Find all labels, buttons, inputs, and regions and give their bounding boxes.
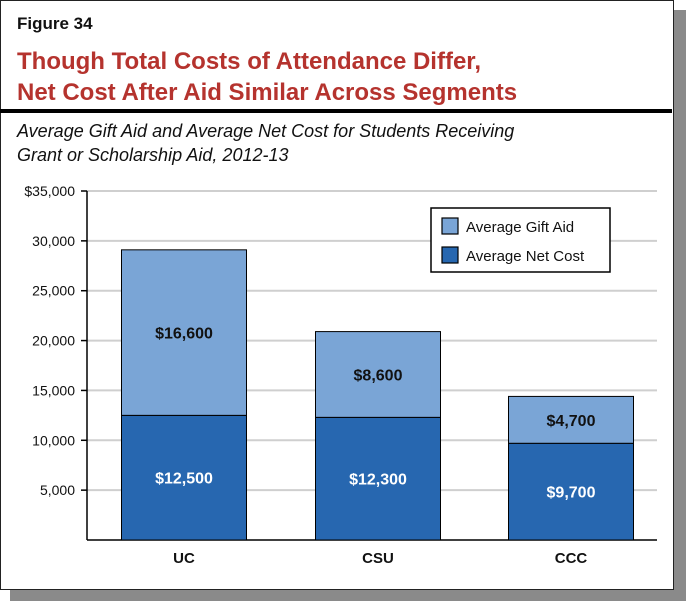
data-label: $12,300 (349, 472, 407, 489)
legend (430, 207, 611, 273)
subtitle-line-2: Grant or Scholarship Aid, 2012-13 (17, 145, 289, 165)
y-tick-label: 25,000 (32, 283, 75, 299)
data-label: $4,700 (547, 413, 596, 430)
y-tick-label: 20,000 (32, 333, 75, 349)
y-tick-label: $35,000 (24, 183, 75, 199)
y-tick-label: 30,000 (32, 233, 75, 249)
title-line-2: Net Cost After Aid Similar Across Segmen… (17, 79, 518, 106)
chart-subtitle: Average Gift Aid and Average Net Cost fo… (17, 119, 514, 167)
legend-label: Average Gift Aid (466, 219, 574, 236)
bar-net-cost (315, 416, 441, 541)
subtitle-line-1: Average Gift Aid and Average Net Cost fo… (17, 121, 515, 141)
bar-net-cost (121, 414, 247, 541)
bar-gift-aid (508, 395, 634, 444)
x-tick-label: CSU (362, 550, 394, 567)
x-tick-label: CCC (555, 550, 588, 567)
y-tick-label: 10,000 (32, 432, 75, 448)
figure-label: Figure 34 (17, 14, 93, 33)
figure-title: Though Total Costs of Attendance Differ,… (17, 46, 517, 108)
bar-gift-aid (315, 331, 441, 418)
y-tick-label: 15,000 (32, 382, 75, 398)
data-label: $16,600 (155, 326, 213, 343)
legend-swatch (441, 246, 459, 264)
x-tick-label: UC (173, 550, 195, 567)
legend-label: Average Net Cost (466, 248, 585, 265)
data-label: $12,500 (155, 471, 213, 488)
data-label: $8,600 (354, 367, 403, 384)
legend-swatch (441, 217, 459, 235)
bar-net-cost (508, 442, 634, 541)
bar-gift-aid (121, 249, 247, 416)
y-tick-label: 5,000 (40, 482, 75, 498)
title-rule (0, 109, 672, 113)
title-line-1: Though Total Costs of Attendance Differ, (17, 48, 481, 75)
data-label: $9,700 (547, 485, 596, 502)
